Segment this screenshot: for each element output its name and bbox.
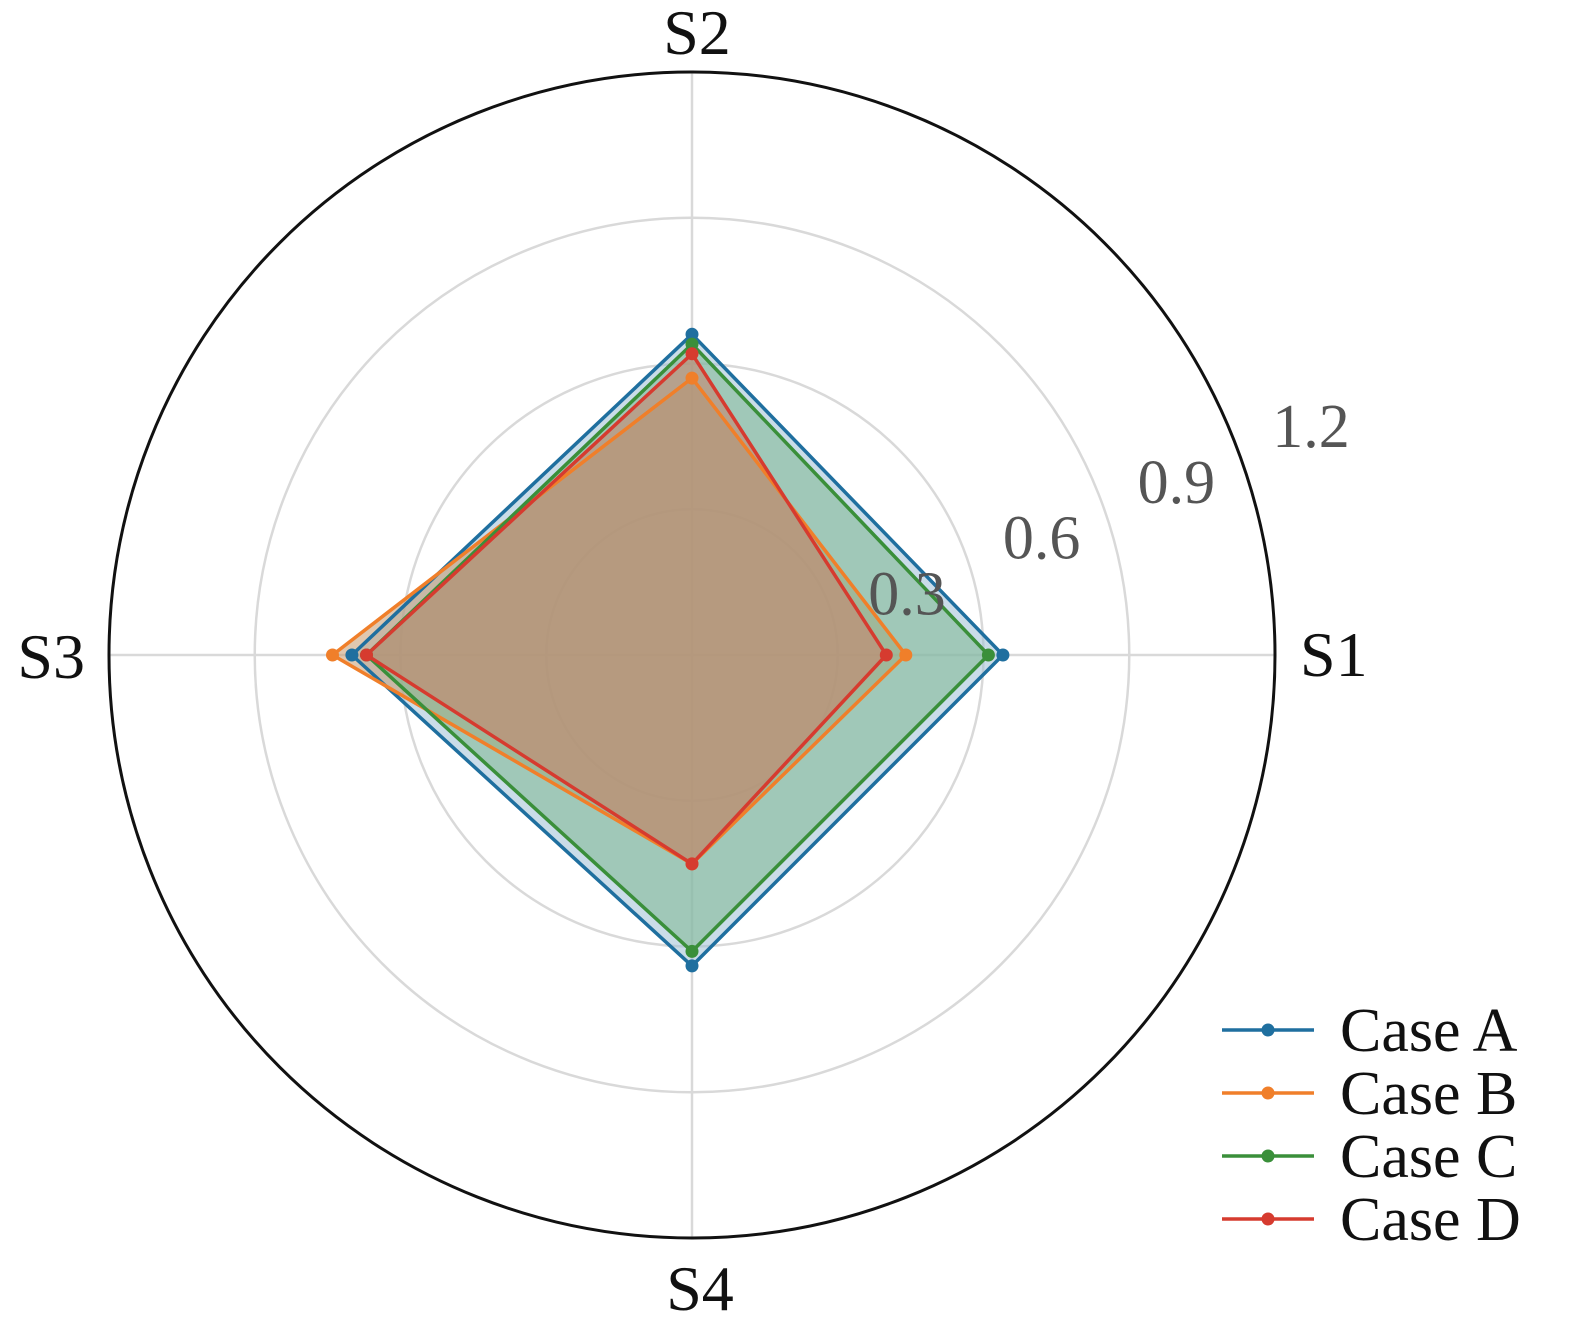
case-a-point-s1 <box>996 648 1010 662</box>
radial-tick-label-3: 0.9 <box>1138 449 1216 517</box>
case-a-point-s4 <box>685 959 699 973</box>
radial-tick-label-4: 1.2 <box>1272 393 1350 461</box>
case-d-point-s3 <box>360 648 373 662</box>
legend-marker-case-b <box>1261 1086 1275 1100</box>
legend-label-case-d: Case D <box>1340 1186 1521 1254</box>
case-c-point-s1 <box>981 648 995 662</box>
legend-marker-case-a <box>1261 1023 1275 1037</box>
series-point-layer <box>326 327 1010 973</box>
axis-label-s4: S4 <box>666 1253 734 1324</box>
axis-label-s1: S1 <box>1300 619 1368 690</box>
case-b-point-s1 <box>899 648 913 662</box>
case-c-point-s4 <box>685 944 699 958</box>
outer-frame <box>107 70 1277 1240</box>
radial-tick-label-1: 0.3 <box>868 560 946 628</box>
case-d-point-s1 <box>879 648 893 662</box>
axis-label-s3: S3 <box>17 621 85 692</box>
legend-label-case-a: Case A <box>1340 997 1518 1065</box>
case-b-point-s3 <box>326 648 339 662</box>
label-layer: S1 S2 S3 S4 0.3 0.6 0.9 1.2 <box>17 0 1367 1324</box>
legend-marker-case-c <box>1261 1149 1275 1163</box>
radial-tick-label-2: 0.6 <box>1003 505 1081 573</box>
case-c-point-s2 <box>685 337 699 351</box>
case-d-point-s2 <box>685 347 699 361</box>
legend-label-case-c: Case C <box>1340 1123 1517 1191</box>
legend-label-case-b: Case B <box>1340 1060 1517 1128</box>
case-d-point-s4 <box>685 857 699 871</box>
case-a-point-s3 <box>345 648 359 662</box>
case-a-point-s2 <box>685 327 699 341</box>
case-b-point-s2 <box>685 371 699 385</box>
legend-marker-case-d <box>1261 1212 1275 1226</box>
axis-label-s2: S2 <box>663 0 731 68</box>
